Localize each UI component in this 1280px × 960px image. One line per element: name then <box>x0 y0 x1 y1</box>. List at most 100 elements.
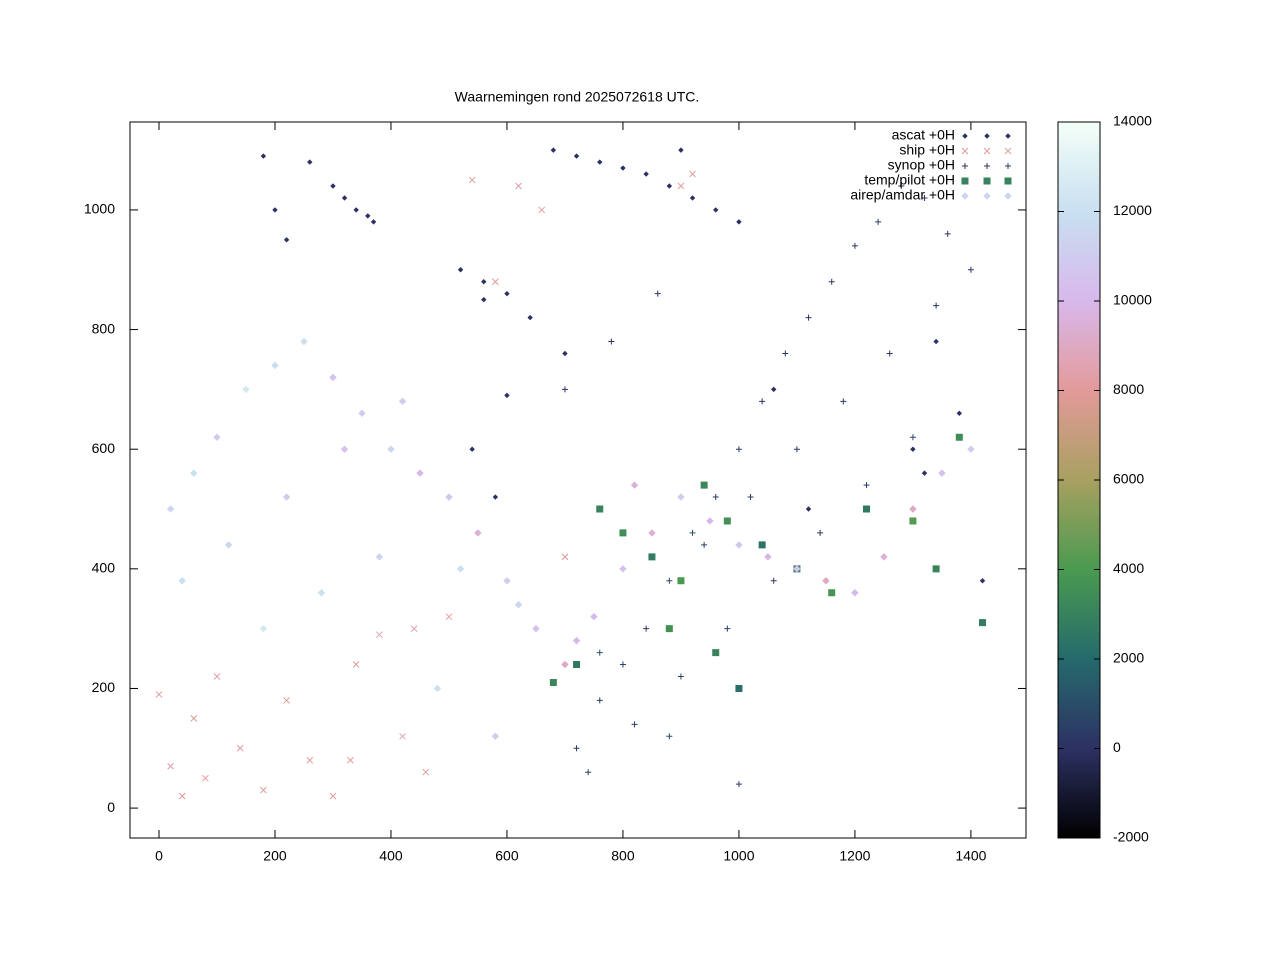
data-point <box>840 398 847 405</box>
data-point <box>272 207 278 213</box>
data-point <box>259 624 268 633</box>
legend-label: airep/amdar +0H <box>850 187 955 203</box>
data-point <box>585 769 592 776</box>
legend-key <box>984 133 990 139</box>
x-tick-label: 800 <box>611 848 635 864</box>
data-point <box>352 661 360 668</box>
colorbar-tick-label: 12000 <box>1113 202 1152 218</box>
data-point <box>828 278 835 285</box>
data-point <box>456 565 465 573</box>
data-point <box>597 159 603 165</box>
data-point <box>619 565 627 573</box>
data-point <box>782 350 789 357</box>
data-point <box>909 505 917 513</box>
data-point <box>677 182 685 190</box>
colorbar-tick-label: 2000 <box>1113 650 1144 666</box>
data-point <box>666 733 673 740</box>
data-point <box>481 279 487 285</box>
data-point <box>793 446 800 453</box>
legend-key <box>1005 163 1011 169</box>
data-point <box>596 505 604 513</box>
data-point <box>358 409 366 418</box>
data-point <box>863 505 871 513</box>
data-point <box>166 505 175 513</box>
data-point <box>561 386 568 393</box>
y-tick-label: 1000 <box>84 201 115 217</box>
data-point <box>329 792 337 800</box>
data-point <box>944 230 951 237</box>
data-point <box>851 589 859 597</box>
data-point <box>572 636 581 645</box>
data-point <box>955 433 963 441</box>
data-point <box>365 213 371 219</box>
legend-key <box>961 147 969 155</box>
data-point <box>474 529 482 537</box>
y-tick-label: 200 <box>92 679 116 695</box>
data-point <box>678 147 684 153</box>
data-point <box>353 207 359 213</box>
data-point <box>805 314 812 321</box>
data-point <box>932 565 940 573</box>
data-point <box>770 577 777 584</box>
legend-key <box>1004 147 1012 155</box>
legend-key <box>984 163 990 169</box>
data-point <box>387 445 395 453</box>
data-point <box>242 385 250 394</box>
data-point <box>654 290 661 297</box>
data-point <box>492 494 499 500</box>
data-point <box>933 302 940 309</box>
data-point <box>155 691 163 698</box>
data-point <box>515 182 522 190</box>
data-point <box>445 493 453 501</box>
data-point <box>340 445 349 453</box>
data-point <box>630 481 639 489</box>
data-point <box>880 553 888 561</box>
data-point <box>967 266 974 273</box>
data-point <box>562 350 568 357</box>
data-point <box>735 446 742 453</box>
legend-label: temp/pilot +0H <box>864 172 955 188</box>
data-point <box>178 792 186 800</box>
data-point <box>723 517 731 525</box>
y-tick-label: 0 <box>107 799 115 815</box>
data-point <box>677 577 685 585</box>
series-group <box>561 183 974 788</box>
data-point <box>979 578 986 584</box>
data-point <box>689 529 696 536</box>
data-point <box>619 661 626 668</box>
data-point <box>271 361 279 370</box>
data-point <box>910 446 916 452</box>
data-point <box>573 153 580 159</box>
data-point <box>759 398 766 405</box>
chart-title: Waarnemingen rond 2025072618 UTC. <box>455 89 700 105</box>
x-tick-label: 1000 <box>723 848 754 864</box>
data-point <box>909 434 916 441</box>
data-point <box>886 350 893 357</box>
data-point <box>666 183 673 189</box>
data-point <box>736 219 742 225</box>
data-point <box>851 242 858 249</box>
legend-key <box>1004 192 1012 200</box>
data-point <box>468 176 476 184</box>
legend-key <box>1005 133 1011 139</box>
data-point <box>921 470 928 476</box>
data-point <box>898 183 905 190</box>
data-point <box>822 577 830 585</box>
data-point <box>398 397 407 406</box>
data-point <box>260 153 267 159</box>
data-point <box>376 631 383 638</box>
data-point <box>561 553 569 561</box>
data-point <box>933 338 939 345</box>
data-point <box>938 469 946 477</box>
data-point <box>549 678 557 686</box>
data-point <box>805 506 812 512</box>
data-point <box>700 481 708 489</box>
data-point <box>167 762 174 770</box>
data-point <box>590 612 598 621</box>
data-point <box>306 756 314 764</box>
data-point <box>492 278 499 286</box>
y-tick-label: 600 <box>92 440 116 456</box>
data-point <box>503 577 511 585</box>
data-point <box>532 624 540 633</box>
